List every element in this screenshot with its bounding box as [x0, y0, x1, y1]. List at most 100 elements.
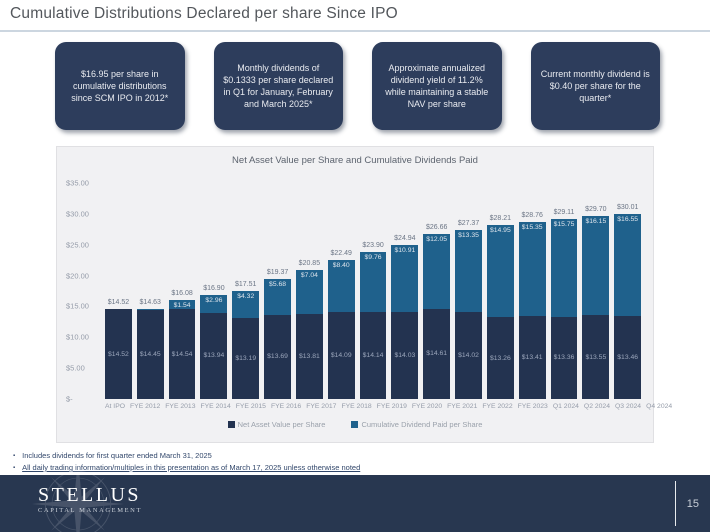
dividend-segment: $8.40 — [327, 260, 355, 313]
bar-stack: $14.52 $14.52 — [105, 299, 132, 399]
dividend-value-label: $13.35 — [458, 232, 479, 240]
footnote-text: Includes dividends for first quarter end… — [22, 451, 212, 460]
brand-name: STELLUS — [38, 484, 142, 506]
nav-segment: $14.09 — [327, 312, 355, 399]
bar-total-label: $20.85 — [298, 260, 321, 268]
highlight-box-text: $16.95 per share in cumulative distribut… — [71, 68, 169, 104]
nav-value-label: $13.26 — [489, 354, 511, 362]
bar-column: $23.90 $9.76 $14.14 — [359, 183, 387, 399]
highlight-box-text: Monthly dividends of $0.1333 per share d… — [223, 62, 334, 110]
nav-segment: $14.14 — [359, 311, 387, 399]
dividend-segment: $4.32 — [232, 290, 260, 318]
nav-value-label: $14.03 — [394, 352, 416, 360]
nav-segment: $14.54 — [168, 309, 196, 399]
bars-area: $14.52 $14.52 $14.63$0.18$14.45 $16.08 $1.54… — [105, 183, 642, 399]
y-axis-tick-label: $5.00 — [66, 363, 85, 373]
dividend-value-label: $15.75 — [553, 221, 575, 229]
bar-stack: $20.85 $7.04 $13.81 — [295, 260, 323, 399]
legend-swatch-nav — [227, 421, 235, 428]
nav-value-label: $13.46 — [617, 353, 639, 361]
x-axis-category-label: FYE 2013 — [165, 403, 196, 410]
bar-stack: $16.08 $1.54 $14.54 — [168, 290, 196, 399]
nav-segment: $13.36 — [550, 316, 578, 399]
dividend-value-label: $14.95 — [489, 226, 511, 234]
dividend-value-label: $2.96 — [205, 296, 223, 304]
dividend-segment: $1.54 — [168, 299, 196, 310]
x-axis-category-label: FYE 2019 — [376, 403, 407, 410]
dividend-segment: $14.95 — [486, 224, 514, 318]
bar-stack: $23.90 $9.76 $14.14 — [359, 242, 387, 399]
legend-label-dividend: Cumulative Dividend Paid per Share — [361, 420, 483, 429]
highlight-boxes-row: $16.95 per share in cumulative distribut… — [55, 42, 660, 130]
dividend-value-label: $8.40 — [332, 262, 350, 270]
highlight-box-text: Approximate annualized dividend yield of… — [385, 62, 489, 110]
footnote-text: All daily trading information/multiples … — [22, 463, 361, 472]
nav-value-label: $13.69 — [267, 353, 288, 361]
bar-total-label: $17.51 — [235, 280, 257, 288]
x-axis-labels: At IPO FYE 2012 FYE 2013 FYE 2014 FYE 2015 FY… — [105, 403, 672, 410]
dividend-segment: $15.35 — [518, 221, 546, 317]
bar-stack: $22.49 $8.40 $14.09 — [327, 250, 355, 399]
nav-segment: $13.41 — [518, 316, 546, 399]
chart-legend: Net Asset Value per Share Cumulative Div… — [57, 420, 653, 429]
legend-item-dividend: Cumulative Dividend Paid per Share — [351, 420, 482, 429]
dividend-value-label: $7.04 — [300, 272, 318, 280]
highlight-box-dividend-yield: Approximate annualized dividend yield of… — [372, 42, 502, 130]
highlight-box-text: Current monthly dividend is $0.40 per sh… — [540, 68, 650, 104]
bar-column: $14.52 $14.52 — [105, 183, 132, 399]
dividend-value-label: $16.15 — [585, 217, 607, 225]
bar-total-label: $24.94 — [394, 235, 416, 243]
nav-value-label: $14.54 — [171, 350, 193, 358]
y-axis-tick-label: $- — [66, 394, 73, 404]
bar-column: $30.01 $16.55 $13.46 — [614, 183, 642, 399]
dividend-segment: $9.76 — [359, 251, 387, 312]
x-axis-category-label: FYE 2015 — [235, 403, 266, 410]
highlight-box-monthly-dividends: Monthly dividends of $0.1333 per share d… — [213, 42, 343, 130]
nav-value-label: $14.61 — [426, 350, 448, 358]
dividend-segment: $7.04 — [295, 270, 323, 314]
x-axis-category-label: FYE 2022 — [482, 403, 513, 410]
nav-segment: $13.46 — [614, 315, 642, 399]
dividend-value-label: $5.68 — [269, 281, 287, 289]
footnote-1: ▪ Includes dividends for first quarter e… — [13, 451, 360, 461]
nav-value-label: $14.02 — [458, 352, 479, 360]
dividend-segment: $13.35 — [455, 230, 482, 313]
highlight-box-current-dividend: Current monthly dividend is $0.40 per sh… — [530, 42, 660, 130]
bullet-icon: ▪ — [13, 453, 16, 459]
brand-logo: STELLUS CAPITAL MANAGEMENT — [38, 484, 142, 514]
x-axis-category-label: Q4 2024 — [646, 403, 673, 410]
nav-value-label: $13.81 — [298, 352, 320, 360]
dividend-value-label: $16.55 — [617, 215, 639, 223]
nav-value-label: $13.94 — [203, 352, 225, 360]
nav-segment: $13.69 — [264, 314, 291, 399]
dividend-value-label: $4.32 — [237, 292, 255, 300]
x-axis-category-label: Q2 2024 — [583, 403, 610, 410]
nav-value-label: $13.55 — [585, 353, 607, 361]
bar-total-label: $29.11 — [553, 209, 575, 217]
bar-column: $17.51 $4.32 $13.19 — [232, 183, 260, 399]
x-axis-category-label: Q1 2024 — [552, 403, 579, 410]
bar-total-label: $16.08 — [171, 289, 193, 297]
x-axis-category-label: FYE 2016 — [270, 403, 302, 410]
bar-stack: $26.66 $12.05 $14.61 — [423, 224, 451, 399]
highlight-box-cumulative-distributions: $16.95 per share in cumulative distribut… — [55, 42, 185, 130]
nav-segment: $14.45 — [136, 309, 164, 399]
bar-total-label: $19.37 — [266, 269, 289, 277]
dividend-segment: $16.55 — [614, 213, 642, 316]
bar-column: $29.11 $15.75 $13.36 — [550, 183, 578, 399]
bar-column: $27.37 $13.35 $14.02 — [455, 183, 482, 399]
y-axis-tick-label: $10.00 — [66, 332, 89, 342]
bar-column: $19.37 $5.68 $13.69 — [264, 183, 291, 399]
bar-total-label: $14.52 — [107, 299, 130, 307]
bar-column: $20.85 $7.04 $13.81 — [295, 183, 323, 399]
nav-segment: $13.94 — [200, 312, 228, 399]
bar-column: $28.21 $14.95 $13.26 — [486, 183, 514, 399]
y-axis-tick-label: $20.00 — [66, 271, 89, 281]
bar-total-label: $29.70 — [585, 205, 607, 213]
nav-segment: $13.26 — [486, 317, 514, 399]
dividend-segment: $2.96 — [200, 294, 228, 313]
bar-column: $22.49 $8.40 $14.09 — [327, 183, 355, 399]
page-number: 15 — [686, 497, 699, 510]
bar-total-label: $28.21 — [489, 214, 512, 222]
dividend-segment: $15.75 — [550, 219, 578, 317]
